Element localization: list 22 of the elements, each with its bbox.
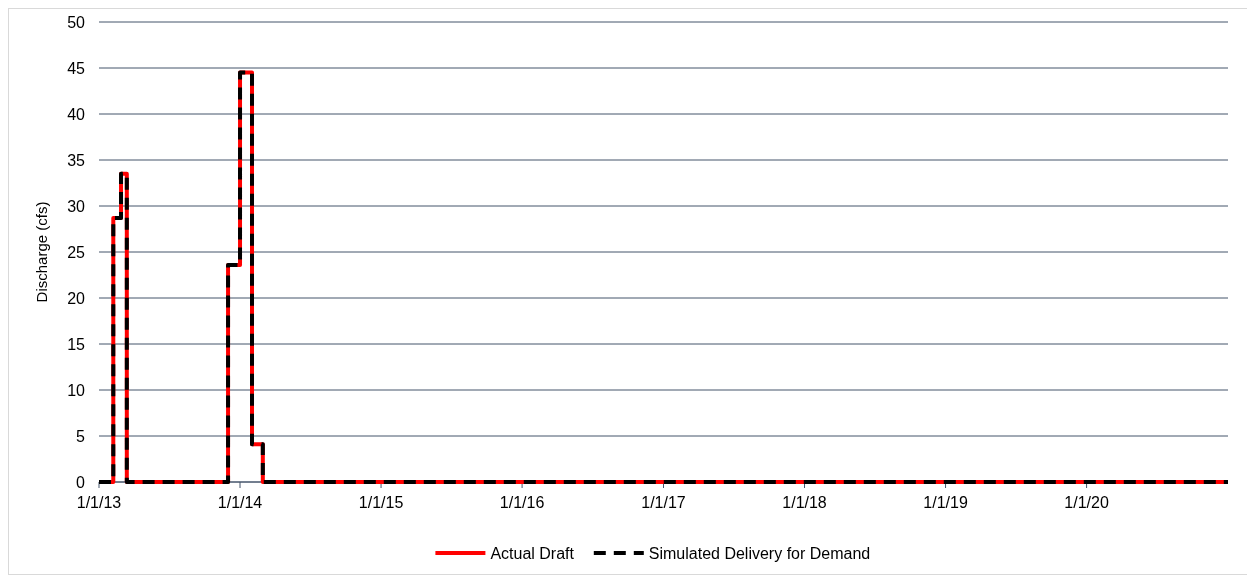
y-tick-label: 40: [67, 105, 86, 123]
y-tick-label: 50: [67, 13, 86, 31]
x-tick-label: 1/1/15: [358, 494, 404, 511]
y-tick-label: 15: [67, 335, 86, 353]
legend-label: Simulated Delivery for Demand: [648, 544, 871, 562]
y-axis-title: Discharge (cfs): [33, 201, 50, 303]
x-tick-label: 1/1/14: [217, 494, 263, 511]
y-tick-label: 30: [67, 197, 86, 215]
x-tick-label: 1/1/18: [782, 494, 827, 511]
x-tick-label: 1/1/16: [499, 494, 545, 511]
y-tick-label: 10: [67, 381, 86, 399]
y-tick-label: 0: [76, 473, 86, 491]
y-tick-label: 20: [67, 289, 86, 307]
x-tick-label: 1/1/19: [923, 494, 968, 511]
x-tick-label: 1/1/13: [76, 494, 122, 511]
x-tick-label: 1/1/17: [641, 494, 686, 511]
y-tick-label: 45: [67, 59, 86, 77]
legend-label: Actual Draft: [490, 544, 575, 562]
x-tick-label: 1/1/20: [1064, 494, 1109, 511]
y-tick-label: 5: [76, 427, 86, 445]
y-tick-label: 35: [67, 151, 86, 169]
y-tick-label: 25: [67, 243, 86, 261]
